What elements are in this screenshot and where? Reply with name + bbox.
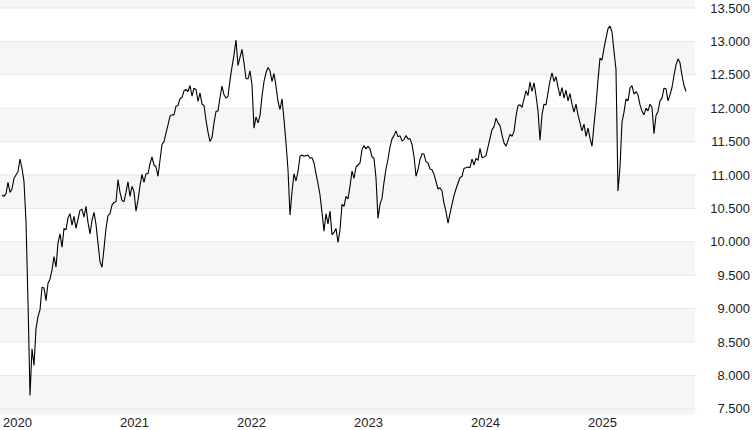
price-chart[interactable]: 13.500 13.000 12.500 12.000 11.500 11.000 10.5… [0, 0, 753, 430]
y-axis-label: 10.000 [710, 234, 750, 249]
y-axis-label: 9.500 [717, 268, 750, 283]
y-axis-label: 11.500 [711, 134, 750, 149]
plot-band [0, 108, 695, 141]
x-axis-label: 2021 [120, 415, 149, 430]
plot-band [0, 309, 695, 342]
plot-band [0, 375, 695, 408]
plot-bands [0, 0, 695, 415]
y-axis-label: 7.500 [717, 401, 750, 416]
x-axis-label: 2020 [3, 415, 32, 430]
x-axis-label: 2022 [237, 415, 266, 430]
plot-band [0, 41, 695, 74]
y-axis-label: 13.500 [710, 1, 750, 16]
x-axis-label: 2023 [354, 415, 383, 430]
x-axis-label: 2025 [588, 415, 617, 430]
y-axis-label: 8.000 [717, 368, 750, 383]
y-axis-label: 11.000 [711, 168, 750, 183]
plot-band [0, 175, 695, 208]
y-axis-labels: 13.500 13.000 12.500 12.000 11.500 11.000 10.5… [710, 1, 750, 417]
plot-band [0, 0, 695, 8]
chart-container: 13.500 13.000 12.500 12.000 11.500 11.000 10.5… [0, 0, 753, 430]
y-axis-label: 8.500 [717, 335, 750, 350]
y-axis-label: 12.500 [710, 67, 750, 82]
y-axis-label: 12.000 [710, 101, 750, 116]
y-axis-label: 9.000 [717, 301, 750, 316]
y-axis-label: 10.500 [710, 201, 750, 216]
x-axis-label: 2024 [471, 415, 500, 430]
x-axis-labels: 2020 2021 2022 2023 2024 2025 [3, 415, 617, 430]
y-axis-label: 13.000 [710, 34, 750, 49]
